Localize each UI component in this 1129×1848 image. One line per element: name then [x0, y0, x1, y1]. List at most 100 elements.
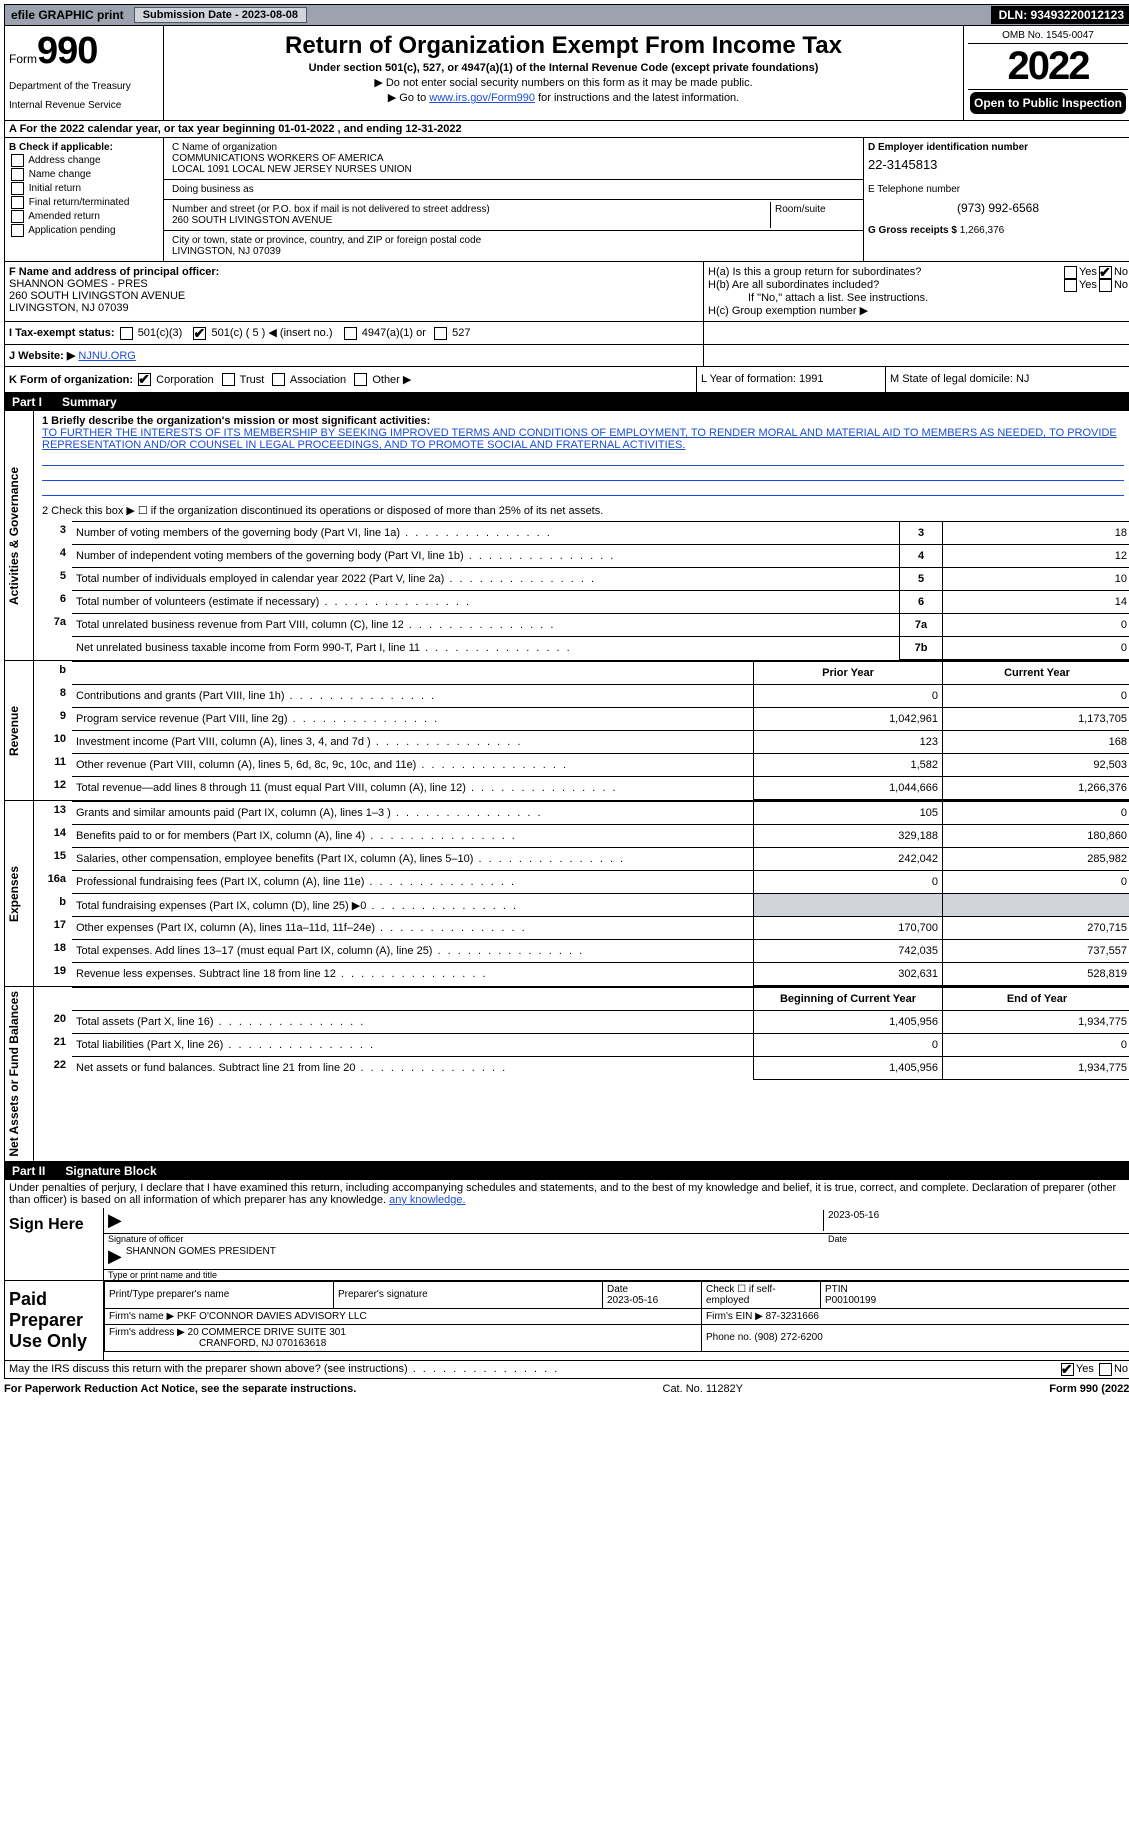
omb-number: OMB No. 1545-0047: [968, 30, 1128, 44]
block-bcd: B Check if applicable: Address change Na…: [4, 138, 1129, 262]
irs-link[interactable]: www.irs.gov/Form990: [429, 92, 535, 104]
form-990: 990: [37, 30, 97, 72]
org-name-label: C Name of organization: [172, 142, 855, 153]
sig-date: 2023-05-16: [823, 1210, 1128, 1231]
org-name-1: COMMUNICATIONS WORKERS OF AMERICA: [172, 153, 855, 164]
check-name[interactable]: Name change: [9, 168, 159, 181]
org-corp[interactable]: [138, 373, 151, 386]
dln-label: DLN: 93493220012123: [991, 6, 1129, 24]
form-number-block: Form990 Department of the Treasury Inter…: [5, 26, 164, 120]
line2: 2 Check this box ▶ ☐ if the organization…: [34, 500, 1129, 521]
section-f: F Name and address of principal officer:…: [5, 262, 704, 321]
hb-label: H(b) Are all subordinates included?: [708, 279, 1062, 292]
street-value: 260 SOUTH LIVINGSTON AVENUE: [172, 215, 766, 226]
officer-name: SHANNON GOMES - PRES: [9, 278, 148, 290]
instruction-2: ▶ Go to www.irs.gov/Form990 for instruct…: [168, 91, 959, 104]
sig-officer-label: Signature of officer: [108, 1234, 828, 1244]
side-net: Net Assets or Fund Balances: [5, 987, 34, 1161]
prep-name-label: Print/Type preparer's name: [105, 1281, 334, 1308]
gross-receipts: G Gross receipts $ 1,266,376: [868, 225, 1128, 236]
ha-no[interactable]: [1099, 266, 1112, 279]
officer-name-title: SHANNON GOMES PRESIDENT: [126, 1246, 276, 1267]
sign-here-label: Sign Here: [5, 1208, 104, 1280]
arrow-icon: ▶: [108, 1210, 122, 1231]
instruction-1: ▶ Do not enter social security numbers o…: [168, 76, 959, 89]
section-h: H(a) Is this a group return for subordin…: [704, 262, 1129, 321]
side-revenue: Revenue: [5, 661, 34, 800]
hc-label: H(c) Group exemption number ▶: [708, 304, 1128, 317]
governance-table: 3Number of voting members of the governi…: [34, 521, 1129, 660]
ha-yes[interactable]: [1064, 266, 1077, 279]
net-assets-table: Beginning of Current YearEnd of Year20To…: [34, 987, 1129, 1080]
activities-governance-section: Activities & Governance 1 Briefly descri…: [4, 411, 1129, 661]
paperwork-notice: For Paperwork Reduction Act Notice, see …: [4, 1383, 356, 1395]
ptin-value: P00100199: [825, 1295, 876, 1306]
block-fh: F Name and address of principal officer:…: [4, 262, 1129, 322]
section-c: C Name of organization COMMUNICATIONS WO…: [164, 138, 863, 261]
signature-block: Sign Here ▶ 2023-05-16 Signature of offi…: [4, 1208, 1129, 1281]
hb-no[interactable]: [1099, 279, 1112, 292]
check-pending[interactable]: Application pending: [9, 224, 159, 237]
may-irs-discuss: May the IRS discuss this return with the…: [4, 1361, 1129, 1379]
officer-addr2: LIVINGSTON, NJ 07039: [9, 302, 129, 314]
prep-sig-label: Preparer's signature: [334, 1281, 603, 1308]
phone-label: E Telephone number: [868, 184, 1128, 195]
dba-label: Doing business as: [168, 182, 258, 197]
mission-text[interactable]: TO FURTHER THE INTERESTS OF ITS MEMBERSH…: [42, 427, 1117, 451]
org-name-2: LOCAL 1091 LOCAL NEW JERSEY NURSES UNION: [172, 164, 855, 175]
revenue-section: Revenue bPrior YearCurrent Year8Contribu…: [4, 661, 1129, 801]
row-klm: K Form of organization: Corporation Trus…: [4, 367, 1129, 394]
check-self-employed[interactable]: Check ☐ if self-employed: [702, 1281, 821, 1308]
status-501c[interactable]: [193, 327, 206, 340]
firm-name: PKF O'CONNOR DAVIES ADVISORY LLC: [177, 1311, 367, 1322]
status-527[interactable]: [434, 327, 447, 340]
website-link[interactable]: NJNU.ORG: [78, 350, 135, 362]
row-i: I Tax-exempt status: 501(c)(3) 501(c) ( …: [4, 322, 1129, 345]
state-domicile: M State of legal domicile: NJ: [886, 367, 1129, 393]
officer-addr1: 260 SOUTH LIVINGSTON AVENUE: [9, 290, 185, 302]
city-label: City or town, state or province, country…: [172, 235, 481, 246]
check-final[interactable]: Final return/terminated: [9, 196, 159, 209]
open-to-public: Open to Public Inspection: [970, 92, 1126, 114]
year-formation: L Year of formation: 1991: [697, 367, 886, 393]
check-initial[interactable]: Initial return: [9, 182, 159, 195]
irs-label: Internal Revenue Service: [9, 100, 159, 111]
section-b: B Check if applicable: Address change Na…: [5, 138, 164, 261]
status-4947[interactable]: [344, 327, 357, 340]
net-assets-section: Net Assets or Fund Balances Beginning of…: [4, 987, 1129, 1162]
tax-year: 2022: [968, 44, 1128, 90]
check-amended[interactable]: Amended return: [9, 210, 159, 223]
top-bar: efile GRAPHIC print Submission Date - 20…: [4, 4, 1129, 26]
cat-number: Cat. No. 11282Y: [356, 1383, 1049, 1395]
check-address[interactable]: Address change: [9, 154, 159, 167]
paid-preparer-table: Print/Type preparer's name Preparer's si…: [104, 1281, 1129, 1352]
submission-date-button[interactable]: Submission Date - 2023-08-08: [134, 7, 307, 23]
org-trust[interactable]: [222, 373, 235, 386]
street-label: Number and street (or P.O. box if mail i…: [172, 204, 766, 215]
form-title: Return of Organization Exempt From Incom…: [168, 32, 959, 60]
org-other[interactable]: [354, 373, 367, 386]
expenses-table: 13Grants and similar amounts paid (Part …: [34, 801, 1129, 986]
hb-yes[interactable]: [1064, 279, 1077, 292]
org-assoc[interactable]: [272, 373, 285, 386]
revenue-table: bPrior YearCurrent Year8Contributions an…: [34, 661, 1129, 800]
row-j: J Website: ▶ NJNU.ORG: [4, 345, 1129, 367]
room-suite: Room/suite: [771, 202, 859, 228]
form-footer: Form 990 (2022): [1049, 1383, 1129, 1395]
title-column: Return of Organization Exempt From Incom…: [164, 26, 964, 120]
discuss-no[interactable]: [1099, 1363, 1112, 1376]
discuss-yes[interactable]: [1061, 1363, 1074, 1376]
side-governance: Activities & Governance: [5, 411, 34, 660]
form-label: Form: [9, 52, 37, 66]
paid-preparer-block: Paid Preparer Use Only Print/Type prepar…: [4, 1281, 1129, 1361]
type-name-label: Type or print name and title: [104, 1270, 1129, 1280]
status-501c3[interactable]: [120, 327, 133, 340]
side-expenses: Expenses: [5, 801, 34, 986]
expenses-section: Expenses 13Grants and similar amounts pa…: [4, 801, 1129, 987]
mission-block: 1 Briefly describe the organization's mi…: [34, 411, 1129, 500]
phone-value: (973) 992-6568: [868, 201, 1128, 215]
part2-header: Part II Signature Block: [4, 1162, 1129, 1180]
firm-ein: 87-3231666: [766, 1311, 819, 1322]
part1-header: Part I Summary: [4, 393, 1129, 411]
arrow-icon: ▶: [108, 1246, 122, 1267]
